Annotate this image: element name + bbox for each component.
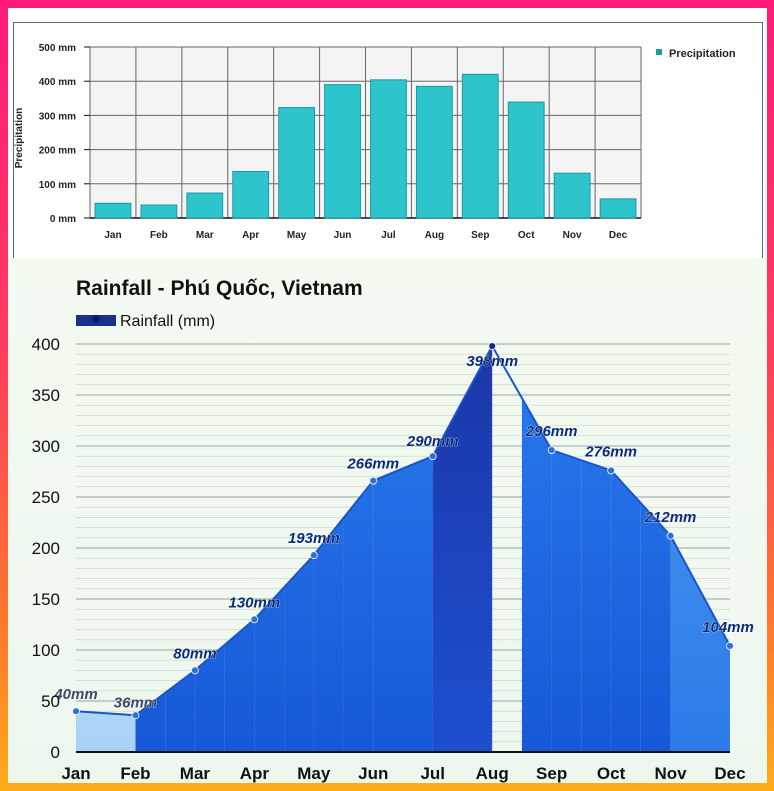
precipitation-legend-marker xyxy=(656,49,662,55)
rainfall-data-label-feb: 36mm xyxy=(114,694,157,711)
precipitation-bar-aug xyxy=(415,85,453,219)
rainfall-legend-marker xyxy=(92,315,100,323)
rainfall-data-label-oct: 276mm xyxy=(584,443,637,460)
rainfall-data-label-jun: 266mm xyxy=(346,456,399,473)
rainfall-point-apr xyxy=(250,615,259,624)
rainfall-point-sep xyxy=(547,446,556,454)
precipitation-grid xyxy=(89,46,642,219)
rainfall-x-tick-label: Aug xyxy=(476,764,509,783)
rainfall-data-label-sep: 296mm xyxy=(525,423,578,440)
rainfall-point-feb xyxy=(131,711,140,720)
precipitation-y-tick-label: 100 mm xyxy=(39,180,76,191)
rainfall-y-ticks: 0 50 100 150 200 250 300 350 400 xyxy=(32,335,730,762)
rainfall-y-tick-label: 150 xyxy=(32,590,60,609)
precipitation-bar-jun xyxy=(324,84,361,219)
precipitation-bar-feb xyxy=(140,204,178,219)
precipitation-x-tick-label: Nov xyxy=(563,230,582,241)
precipitation-bar-mar xyxy=(186,192,224,219)
rainfall-chart-title: Rainfall - Phú Quốc, Vietnam xyxy=(76,277,363,300)
precipitation-x-tick-label: Oct xyxy=(518,230,535,241)
rainfall-x-tick-label: Mar xyxy=(180,764,211,783)
precipitation-bars xyxy=(94,73,637,219)
precipitation-y-axis-label: Precipitation xyxy=(14,108,25,169)
rainfall-point-jul xyxy=(428,452,437,461)
rainfall-x-tick-label: Sep xyxy=(536,764,567,783)
rainfall-point-aug xyxy=(488,342,497,350)
precipitation-x-ticks: Jan Feb Mar Apr May Jun Jul Aug Sep Oct Nov Dec xyxy=(104,230,627,241)
precipitation-bar-dec xyxy=(599,198,637,219)
rainfall-data-label-apr: 130mm xyxy=(229,594,281,611)
precipitation-bar-chart: 0 mm 100 mm 200 mm 300 mm 400 mm 500 mm Jan Fe… xyxy=(14,43,736,241)
rainfall-data-label-nov: 212mm xyxy=(644,509,697,526)
rainfall-points xyxy=(72,342,734,720)
rainfall-legend: Rainfall (mm) xyxy=(76,313,215,330)
rainfall-data-label-may: 193mm xyxy=(288,530,340,547)
rainfall-line xyxy=(75,343,731,717)
precipitation-x-tick-label: Mar xyxy=(196,230,214,241)
precipitation-y-tick-label: 0 mm xyxy=(50,214,76,225)
rainfall-x-tick-label: Dec xyxy=(714,764,745,783)
rainfall-y-tick-label: 250 xyxy=(32,488,60,507)
rainfall-y-tick-label: 100 xyxy=(32,641,60,660)
rainfall-data-labels: 40mm 36mm 80mm 130mm 193mm 266mm 290mm 398mm 296… xyxy=(53,353,754,712)
rainfall-x-tick-label: Jul xyxy=(420,764,445,783)
rainfall-data-label-jan: 40mm xyxy=(53,686,97,703)
rainfall-y-tick-label: 50 xyxy=(41,692,60,711)
precipitation-x-tick-label: Apr xyxy=(242,230,259,241)
rainfall-y-tick-label: 300 xyxy=(32,437,60,456)
precipitation-y-tick-label: 400 mm xyxy=(39,77,76,88)
rainfall-y-tick-label: 200 xyxy=(32,539,60,558)
precipitation-bar-apr xyxy=(232,170,270,219)
precipitation-x-tick-label: Aug xyxy=(425,230,444,241)
rainfall-x-ticks: Jan Feb Mar Apr May Jun Jul Aug Sep Oct Nov Dec xyxy=(61,764,745,783)
rainfall-y-tick-label: 350 xyxy=(32,386,60,405)
rainfall-x-tick-label: Nov xyxy=(654,764,687,783)
precipitation-bar-jul xyxy=(370,79,407,219)
precipitation-x-tick-label: Sep xyxy=(471,230,489,241)
rainfall-legend-label: Rainfall (mm) xyxy=(120,313,215,330)
precipitation-bar-nov xyxy=(553,172,591,219)
precipitation-bar-oct xyxy=(507,101,545,219)
rainfall-band-aug xyxy=(432,346,493,752)
rainfall-area-chart: Rainfall - Phú Quốc, Vietnam Rainfall (m… xyxy=(32,277,755,783)
precipitation-x-tick-label: May xyxy=(287,230,307,241)
rainfall-y-tick-label: 400 xyxy=(32,335,60,354)
precipitation-chart-panel: 0 mm 100 mm 200 mm 300 mm 400 mm 500 mm Jan Fe… xyxy=(8,8,767,262)
precipitation-x-tick-label: Dec xyxy=(609,230,628,241)
precipitation-bar-may xyxy=(278,107,316,219)
rainfall-x-tick-label: Apr xyxy=(240,764,270,783)
rainfall-x-tick-label: Oct xyxy=(597,764,626,783)
precipitation-bar-jan xyxy=(94,202,132,219)
rainfall-chart-panel: Rainfall - Phú Quốc, Vietnam Rainfall (m… xyxy=(8,258,767,783)
rainfall-x-tick-label: Jan xyxy=(61,764,90,783)
rainfall-x-tick-label: Feb xyxy=(120,764,150,783)
rainfall-data-label-aug: 398mm xyxy=(466,353,518,370)
precipitation-x-tick-label: Jan xyxy=(104,230,121,241)
precipitation-legend-label: Precipitation xyxy=(669,48,736,60)
precipitation-y-tick-label: 500 mm xyxy=(39,43,76,54)
precipitation-x-tick-label: Feb xyxy=(150,230,168,241)
rainfall-point-may xyxy=(309,551,318,560)
precipitation-bar-sep xyxy=(461,73,499,219)
rainfall-y-tick-label: 0 xyxy=(51,743,60,762)
rainfall-point-jun xyxy=(369,476,378,485)
precipitation-y-tick-label: 300 mm xyxy=(39,111,76,122)
rainfall-data-label-mar: 80mm xyxy=(173,645,216,662)
precipitation-x-tick-label: Jul xyxy=(381,230,396,241)
precipitation-y-ticks: 0 mm 100 mm 200 mm 300 mm 400 mm 500 mm xyxy=(39,43,90,225)
precipitation-x-tick-label: Jun xyxy=(334,230,352,241)
rainfall-point-nov xyxy=(666,531,675,540)
rainfall-point-mar xyxy=(191,666,199,675)
precipitation-y-tick-label: 200 mm xyxy=(39,146,76,157)
rainfall-point-jan xyxy=(72,707,80,716)
rainfall-data-label-jul: 290mm xyxy=(406,433,459,450)
rainfall-x-tick-label: May xyxy=(297,764,331,783)
rainfall-data-label-dec: 104mm xyxy=(702,619,754,636)
rainfall-point-oct xyxy=(607,466,615,475)
rainfall-x-tick-label: Jun xyxy=(358,764,388,783)
rainfall-point-dec xyxy=(726,642,734,650)
